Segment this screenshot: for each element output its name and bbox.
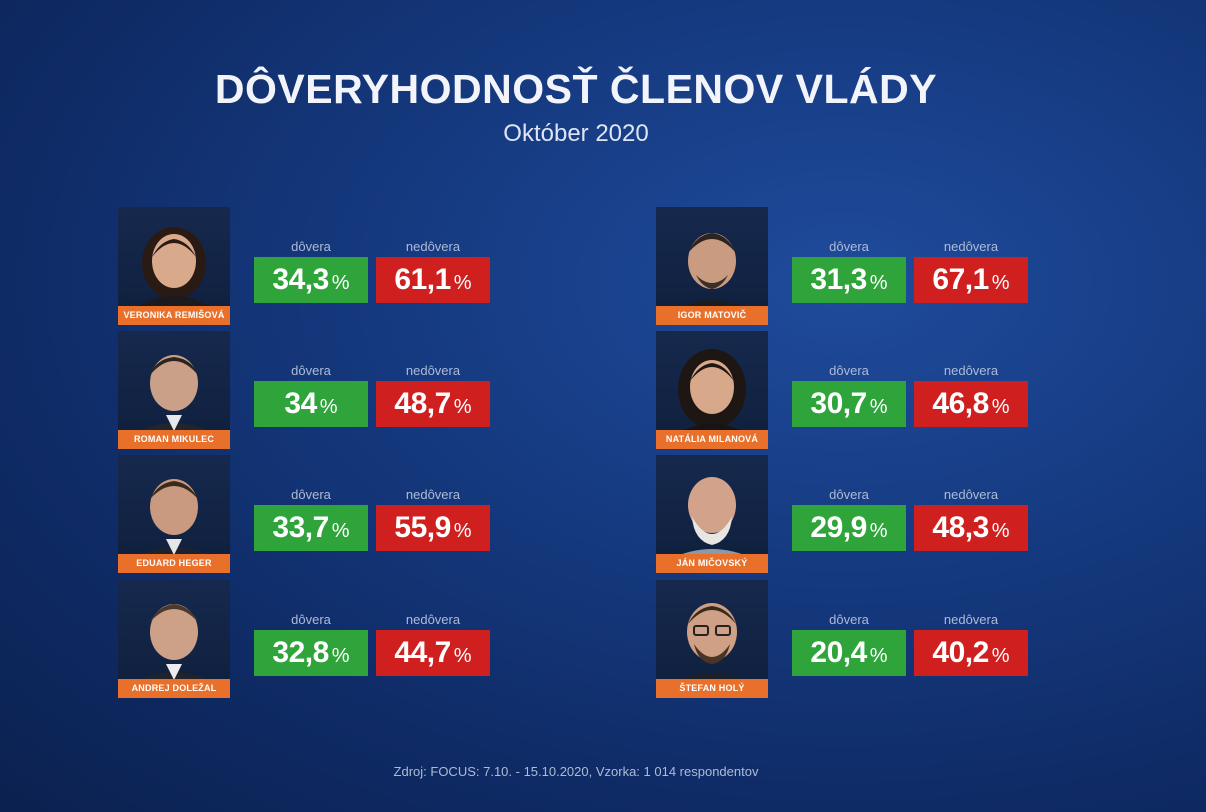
trust-label: dôvera bbox=[291, 239, 331, 254]
trust-value: 34 bbox=[284, 387, 317, 420]
distrust-label: nedôvera bbox=[943, 612, 999, 627]
distrust-value: 67,1 bbox=[932, 263, 989, 296]
distrust-label: nedôvera bbox=[405, 363, 461, 378]
trust-value: 31,3 bbox=[810, 263, 867, 296]
percent-sign: % bbox=[453, 520, 472, 542]
distrust-value-box: 46,8% bbox=[914, 381, 1028, 427]
trust-value-box: 30,7% bbox=[792, 381, 906, 427]
percent-sign: % bbox=[991, 396, 1010, 418]
distrust-label: nedôvera bbox=[943, 239, 999, 254]
trust-label: dôvera bbox=[829, 363, 869, 378]
member-name: EDUARD HEGER bbox=[118, 554, 230, 573]
distrust-value-box: 48,3% bbox=[914, 505, 1028, 551]
member-name: NATÁLIA MILANOVÁ bbox=[656, 430, 768, 449]
trust-value-box: 32,8% bbox=[254, 630, 368, 676]
member-photo: ŠTEFAN HOLÝ bbox=[656, 580, 768, 698]
percent-sign: % bbox=[319, 396, 338, 418]
percent-sign: % bbox=[869, 520, 888, 542]
trust-value: 32,8 bbox=[272, 636, 329, 669]
member-photo: IGOR MATOVIČ bbox=[656, 207, 768, 325]
page-subtitle: Október 2020 bbox=[503, 120, 649, 147]
trust-value-box: 34,3% bbox=[254, 257, 368, 303]
distrust-value-box: 40,2% bbox=[914, 630, 1028, 676]
member-name: ROMAN MIKULEC bbox=[118, 430, 230, 449]
distrust-value: 46,8 bbox=[932, 387, 989, 420]
percent-sign: % bbox=[331, 272, 350, 294]
distrust-label: nedôvera bbox=[405, 612, 461, 627]
trust-label: dôvera bbox=[291, 487, 331, 502]
trust-value-box: 29,9% bbox=[792, 505, 906, 551]
percent-sign: % bbox=[331, 520, 350, 542]
trust-label: dôvera bbox=[829, 239, 869, 254]
member-card: NATÁLIA MILANOVÁ dôvera nedôvera 30,7% 4… bbox=[656, 331, 1036, 449]
trust-label: dôvera bbox=[829, 612, 869, 627]
member-card: IGOR MATOVIČ dôvera nedôvera 31,3% 67,1% bbox=[656, 207, 1036, 325]
member-card: JÁN MIČOVSKÝ dôvera nedôvera 29,9% 48,3% bbox=[656, 455, 1036, 573]
percent-sign: % bbox=[453, 645, 472, 667]
trust-label: dôvera bbox=[829, 487, 869, 502]
distrust-value: 55,9 bbox=[394, 511, 451, 544]
distrust-label: nedôvera bbox=[405, 487, 461, 502]
percent-sign: % bbox=[453, 396, 472, 418]
distrust-value-box: 55,9% bbox=[376, 505, 490, 551]
percent-sign: % bbox=[869, 272, 888, 294]
distrust-value-box: 61,1% bbox=[376, 257, 490, 303]
percent-sign: % bbox=[869, 396, 888, 418]
distrust-value: 48,7 bbox=[394, 387, 451, 420]
member-name: IGOR MATOVIČ bbox=[656, 306, 768, 325]
percent-sign: % bbox=[869, 645, 888, 667]
member-photo: JÁN MIČOVSKÝ bbox=[656, 455, 768, 573]
trust-value-box: 31,3% bbox=[792, 257, 906, 303]
trust-value: 20,4 bbox=[810, 636, 867, 669]
member-name: ANDREJ DOLEŽAL bbox=[118, 679, 230, 698]
source-footnote: Zdroj: FOCUS: 7.10. - 15.10.2020, Vzorka… bbox=[393, 764, 759, 779]
member-name: JÁN MIČOVSKÝ bbox=[656, 554, 768, 573]
trust-value: 34,3 bbox=[272, 263, 329, 296]
distrust-value-box: 48,7% bbox=[376, 381, 490, 427]
member-photo: ANDREJ DOLEŽAL bbox=[118, 580, 230, 698]
member-photo: VERONIKA REMIŠOVÁ bbox=[118, 207, 230, 325]
distrust-value: 48,3 bbox=[932, 511, 989, 544]
trust-value: 30,7 bbox=[810, 387, 867, 420]
distrust-label: nedôvera bbox=[943, 363, 999, 378]
member-card: VERONIKA REMIŠOVÁ dôvera nedôvera 34,3% … bbox=[118, 207, 498, 325]
percent-sign: % bbox=[991, 645, 1010, 667]
trust-value-box: 20,4% bbox=[792, 630, 906, 676]
distrust-value: 40,2 bbox=[932, 636, 989, 669]
trust-value: 29,9 bbox=[810, 511, 867, 544]
percent-sign: % bbox=[991, 520, 1010, 542]
percent-sign: % bbox=[991, 272, 1010, 294]
trust-value-box: 34% bbox=[254, 381, 368, 427]
trust-value: 33,7 bbox=[272, 511, 329, 544]
member-card: EDUARD HEGER dôvera nedôvera 33,7% 55,9% bbox=[118, 455, 498, 573]
trust-label: dôvera bbox=[291, 363, 331, 378]
distrust-value: 61,1 bbox=[394, 263, 451, 296]
member-card: ROMAN MIKULEC dôvera nedôvera 34% 48,7% bbox=[118, 331, 498, 449]
distrust-value-box: 44,7% bbox=[376, 630, 490, 676]
member-photo: NATÁLIA MILANOVÁ bbox=[656, 331, 768, 449]
distrust-label: nedôvera bbox=[405, 239, 461, 254]
member-card: ANDREJ DOLEŽAL dôvera nedôvera 32,8% 44,… bbox=[118, 580, 498, 698]
member-card: ŠTEFAN HOLÝ dôvera nedôvera 20,4% 40,2% bbox=[656, 580, 1036, 698]
percent-sign: % bbox=[453, 272, 472, 294]
distrust-value-box: 67,1% bbox=[914, 257, 1028, 303]
distrust-label: nedôvera bbox=[943, 487, 999, 502]
member-photo: EDUARD HEGER bbox=[118, 455, 230, 573]
page-title: DÔVERYHODNOSŤ ČLENOV VLÁDY bbox=[214, 66, 938, 112]
distrust-value: 44,7 bbox=[394, 636, 451, 669]
member-name: ŠTEFAN HOLÝ bbox=[656, 679, 768, 698]
trust-label: dôvera bbox=[291, 612, 331, 627]
member-photo: ROMAN MIKULEC bbox=[118, 331, 230, 449]
trust-value-box: 33,7% bbox=[254, 505, 368, 551]
member-name: VERONIKA REMIŠOVÁ bbox=[118, 306, 230, 325]
percent-sign: % bbox=[331, 645, 350, 667]
